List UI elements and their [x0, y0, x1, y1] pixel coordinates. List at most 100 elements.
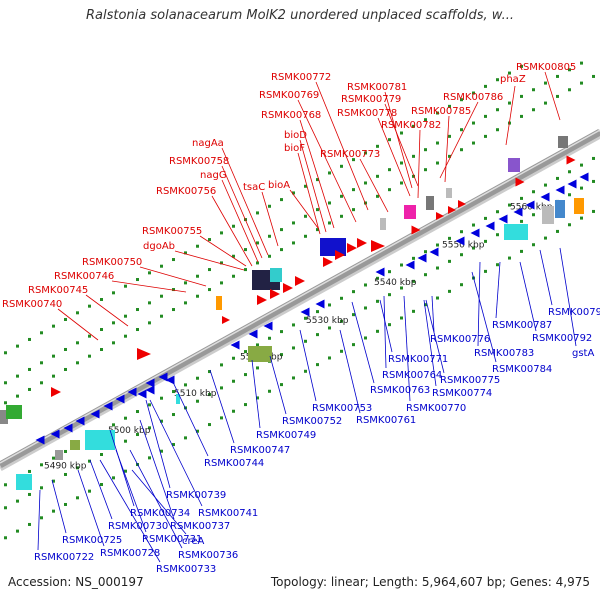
leader-line — [221, 179, 259, 263]
leader-line — [221, 165, 263, 259]
track-dot — [40, 381, 43, 385]
gene-label: RSMK00778 — [337, 108, 397, 119]
track-dot — [148, 456, 151, 460]
leader-line — [384, 103, 419, 187]
track-dot — [328, 303, 331, 307]
track-dot — [244, 268, 247, 272]
track-dot — [112, 321, 115, 325]
track-dot — [112, 476, 115, 480]
reverse-gene — [375, 267, 385, 277]
track-dot — [4, 483, 7, 487]
track-dot — [436, 111, 439, 115]
track-dot — [292, 241, 295, 245]
backbone-highlight — [0, 129, 600, 464]
reverse-gene — [103, 401, 113, 411]
track-dot — [460, 253, 463, 257]
gene-label: RSMK00786 — [443, 92, 503, 103]
track-dot — [88, 354, 91, 358]
leader-line — [145, 399, 171, 489]
gene-label: gstA — [572, 348, 594, 359]
track-dot — [304, 214, 307, 218]
track-dot — [580, 216, 583, 220]
leader-line — [339, 329, 361, 414]
track-dot — [448, 236, 451, 240]
reverse-gene — [127, 387, 137, 397]
track-dot — [424, 303, 427, 307]
track-dot — [52, 354, 55, 358]
track-dot — [4, 536, 7, 540]
scale-tick-label: 5500 kbp — [108, 426, 151, 436]
track-dot — [292, 346, 295, 350]
leader-line — [37, 489, 41, 551]
reverse-gene — [470, 228, 480, 238]
gene-label: phaZ — [500, 74, 526, 85]
forward-gene — [347, 243, 357, 253]
leader-line — [299, 329, 317, 402]
track-dot — [340, 164, 343, 168]
track-dot — [412, 154, 415, 158]
track-dot — [484, 216, 487, 220]
scale-tick-label: 5510 kbp — [174, 389, 217, 399]
track-dot — [520, 94, 523, 98]
gene-box-cyan — [270, 268, 282, 282]
track-dot — [280, 228, 283, 232]
track-dot — [460, 128, 463, 132]
leader-line — [477, 261, 481, 347]
track-dot — [400, 181, 403, 185]
track-dot — [28, 492, 31, 496]
track-dot — [160, 419, 163, 423]
track-dot — [388, 270, 391, 274]
track-dot — [136, 410, 139, 414]
reverse-gene — [525, 200, 535, 210]
track-dot — [208, 423, 211, 427]
track-dot — [244, 350, 247, 354]
track-dot — [64, 449, 67, 453]
forward-gene — [270, 289, 280, 299]
leader-line — [471, 271, 497, 363]
track-dot — [268, 254, 271, 258]
track-dot — [496, 128, 499, 132]
track-dot — [52, 324, 55, 328]
gene-label: bioD — [284, 130, 307, 141]
leader-line — [115, 449, 147, 533]
track-dot — [352, 208, 355, 212]
leader-line — [85, 294, 129, 327]
track-dot — [316, 208, 319, 212]
track-dot — [280, 198, 283, 202]
track-dot — [196, 376, 199, 380]
leader-line — [423, 299, 437, 387]
track-dot — [568, 193, 571, 197]
forward-gene — [323, 257, 333, 267]
leader-line — [251, 359, 261, 429]
gene-label: RSMK00741 — [198, 508, 258, 519]
track-dot — [436, 141, 439, 145]
track-dot — [40, 516, 43, 520]
track-dot — [4, 401, 7, 405]
track-dot — [52, 479, 55, 483]
track-dot — [316, 310, 319, 314]
gene-label: dgoAb — [143, 241, 175, 252]
reverse-gene — [540, 192, 550, 202]
track-dot — [520, 249, 523, 253]
gene-box-purple — [508, 158, 520, 172]
reverse-gene — [145, 385, 155, 395]
track-dot — [280, 353, 283, 357]
track-dot — [328, 326, 331, 330]
track-dot — [544, 183, 547, 187]
gene-box-orange — [574, 198, 584, 214]
track-dot — [16, 529, 19, 533]
forward-gene — [51, 387, 61, 397]
reverse-gene — [567, 179, 577, 189]
leader-line — [299, 139, 327, 233]
track-dot — [424, 273, 427, 277]
gene-label: RSMK00771 — [388, 354, 448, 365]
gene-label: RSMK00782 — [381, 120, 441, 131]
leader-line — [351, 301, 375, 384]
track-dot — [388, 188, 391, 192]
reverse-gene — [248, 329, 258, 339]
track-dot — [196, 429, 199, 433]
track-dot — [340, 319, 343, 323]
track-dot — [448, 134, 451, 138]
track-dot — [256, 366, 259, 370]
